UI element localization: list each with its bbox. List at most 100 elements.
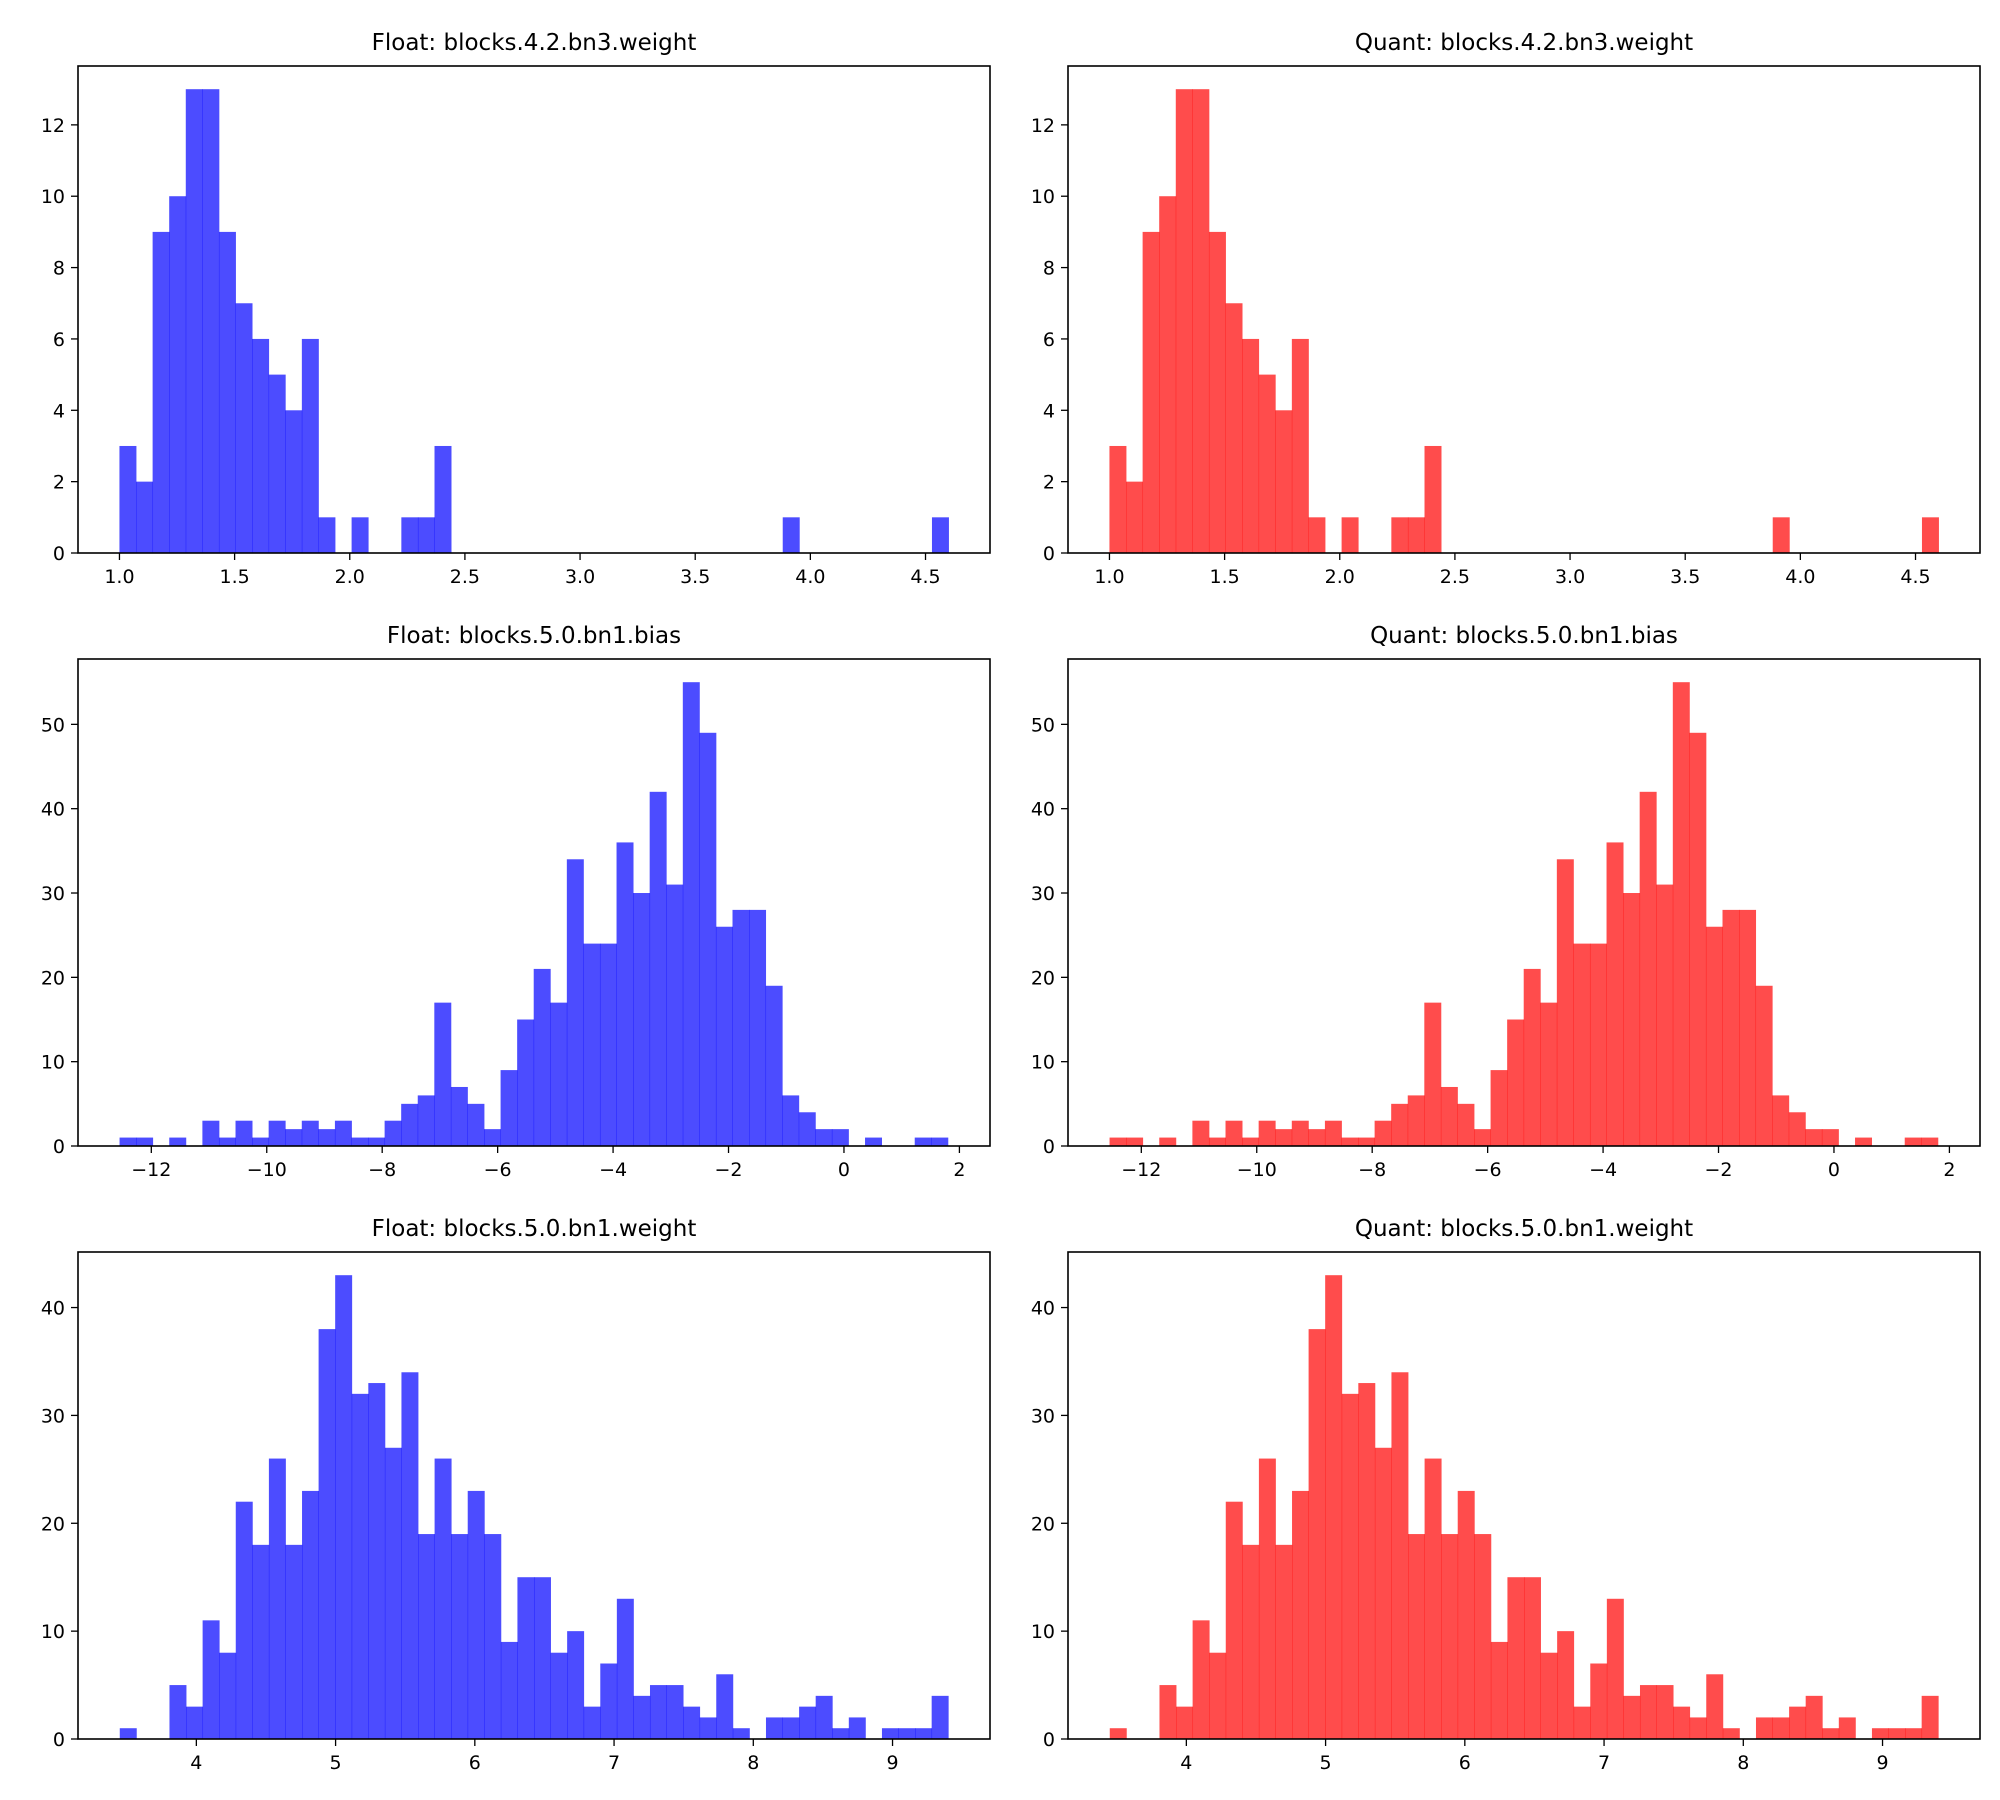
x-axis: −12 −10 −8 −6 −4 −2 0 2 xyxy=(1121,1146,1955,1181)
histogram-bar xyxy=(1407,517,1425,553)
histogram-bar xyxy=(1391,1372,1409,1739)
x-tick-label: −4 xyxy=(599,1159,627,1181)
histogram-bar xyxy=(1209,1652,1227,1739)
y-tick-label: 20 xyxy=(41,1513,65,1535)
y-tick-label: 30 xyxy=(1031,1405,1055,1427)
histogram-bar xyxy=(1822,1728,1840,1739)
histogram-bar xyxy=(218,231,236,553)
histogram-bar xyxy=(534,1577,551,1739)
histogram-bar xyxy=(285,1129,303,1146)
axes-frame xyxy=(1067,65,1981,554)
histogram-bar xyxy=(1358,1137,1376,1146)
histogram-bar xyxy=(1639,1685,1657,1739)
histogram-bar xyxy=(716,1674,734,1739)
x-tick-label: 2.5 xyxy=(1440,566,1470,588)
y-tick-label: 40 xyxy=(1031,799,1055,821)
histogram-bar xyxy=(401,1372,419,1739)
histogram-bar xyxy=(417,1095,435,1146)
histogram-bar xyxy=(252,1544,270,1739)
histogram-bar xyxy=(915,1728,933,1739)
x-tick-label: −6 xyxy=(1474,1159,1502,1181)
panel-title: Float: blocks.4.2.bn3.weight xyxy=(372,30,697,56)
histogram-bar xyxy=(1441,1534,1459,1739)
histogram-bar xyxy=(1341,517,1359,553)
axes-frame xyxy=(77,65,991,554)
x-axis: 4 5 6 7 8 9 xyxy=(190,1739,899,1774)
histogram-bar xyxy=(1573,943,1591,1146)
histogram-bar xyxy=(583,1706,601,1739)
panel-float-bn1-bias: Float: blocks.5.0.bn1.bias −12 −10 −8 −6 −4−… xyxy=(41,623,991,1181)
axes-frame xyxy=(77,658,991,1147)
x-tick-label: −2 xyxy=(715,1159,743,1181)
histogram-bar xyxy=(351,517,369,553)
histogram-bar xyxy=(119,1728,137,1739)
histogram-bar xyxy=(500,1641,518,1739)
histogram-bar xyxy=(1192,1620,1210,1739)
histogram-bar xyxy=(500,1070,518,1146)
histogram-bar xyxy=(285,410,303,553)
histogram-bar xyxy=(1739,909,1757,1146)
histogram-bar xyxy=(931,1137,949,1146)
panel-title: Float: blocks.5.0.bn1.weight xyxy=(372,1216,697,1242)
histogram-bar xyxy=(318,517,336,553)
histogram-bar xyxy=(1656,1685,1674,1739)
histogram-bar xyxy=(136,481,154,553)
y-tick-label: 8 xyxy=(1043,258,1055,280)
histogram-bar xyxy=(1341,1137,1359,1146)
y-tick-label: 4 xyxy=(1043,400,1055,422)
x-tick-label: 7 xyxy=(608,1752,620,1774)
x-tick-label: 5 xyxy=(1320,1752,1332,1774)
histogram-bar xyxy=(1308,1129,1326,1146)
histogram-bar xyxy=(1126,1137,1144,1146)
histogram-bars xyxy=(119,1275,949,1739)
histogram-bars xyxy=(1109,89,1939,553)
histogram-bar xyxy=(815,1129,833,1146)
histogram-bar xyxy=(931,517,949,553)
y-tick-label: 0 xyxy=(1043,1729,1055,1751)
y-tick-label: 0 xyxy=(53,1729,65,1751)
histogram-bar xyxy=(832,1728,850,1739)
panel-float-bn3-weight: Float: blocks.4.2.bn3.weight 1.0 1.5 2.0 2.… xyxy=(41,30,991,588)
histogram-bar xyxy=(1242,1137,1260,1146)
histogram-bar xyxy=(765,985,783,1146)
histogram-bar xyxy=(1606,842,1624,1146)
histogram-bar xyxy=(401,1103,419,1146)
histogram-bar xyxy=(1623,893,1641,1146)
histogram-bar xyxy=(1225,1501,1243,1739)
histogram-bar xyxy=(1573,1706,1591,1739)
histogram-bar xyxy=(351,1137,369,1146)
x-tick-label: 2 xyxy=(1943,1159,1955,1181)
y-tick-label: 0 xyxy=(1043,1136,1055,1158)
histogram-bar xyxy=(1755,1717,1773,1739)
histogram-bar xyxy=(1805,1695,1823,1739)
histogram-bar xyxy=(633,1695,651,1739)
x-tick-label: −8 xyxy=(1358,1159,1386,1181)
histogram-bar xyxy=(1324,1120,1342,1146)
histogram-bar xyxy=(782,1717,800,1739)
histogram-bar xyxy=(583,943,601,1146)
histogram-bar xyxy=(1225,303,1243,553)
panel-float-bn1-weight: Float: blocks.5.0.bn1.weight 4 5 6 7 8 9 0 10 20… xyxy=(41,1216,991,1774)
histogram-bar xyxy=(434,445,452,553)
histogram-bar xyxy=(732,1728,750,1739)
histogram-bar xyxy=(136,1137,154,1146)
y-tick-label: 12 xyxy=(41,115,65,137)
histogram-bar xyxy=(715,926,733,1146)
y-tick-label: 12 xyxy=(1031,115,1055,137)
histogram-bar xyxy=(1705,926,1723,1146)
histogram-bar xyxy=(1689,1717,1707,1739)
histogram-bar xyxy=(1391,1103,1409,1146)
y-tick-label: 30 xyxy=(41,883,65,905)
x-tick-label: 2.5 xyxy=(450,566,480,588)
histogram-bar xyxy=(169,196,187,553)
histogram-bar xyxy=(268,1458,286,1739)
histogram-bar xyxy=(1589,943,1607,1146)
x-tick-label: −6 xyxy=(484,1159,512,1181)
histogram-bar xyxy=(401,517,419,553)
panel-quant-bn1-bias: Quant: blocks.5.0.bn1.bias −12 −10 −8 −6 −4−… xyxy=(1031,623,1981,1181)
histogram-bar xyxy=(1722,909,1740,1146)
x-tick-label: 3.5 xyxy=(1670,566,1700,588)
histogram-bar xyxy=(1109,1728,1127,1739)
histogram-bar xyxy=(467,1103,485,1146)
histogram-bar xyxy=(301,1120,319,1146)
